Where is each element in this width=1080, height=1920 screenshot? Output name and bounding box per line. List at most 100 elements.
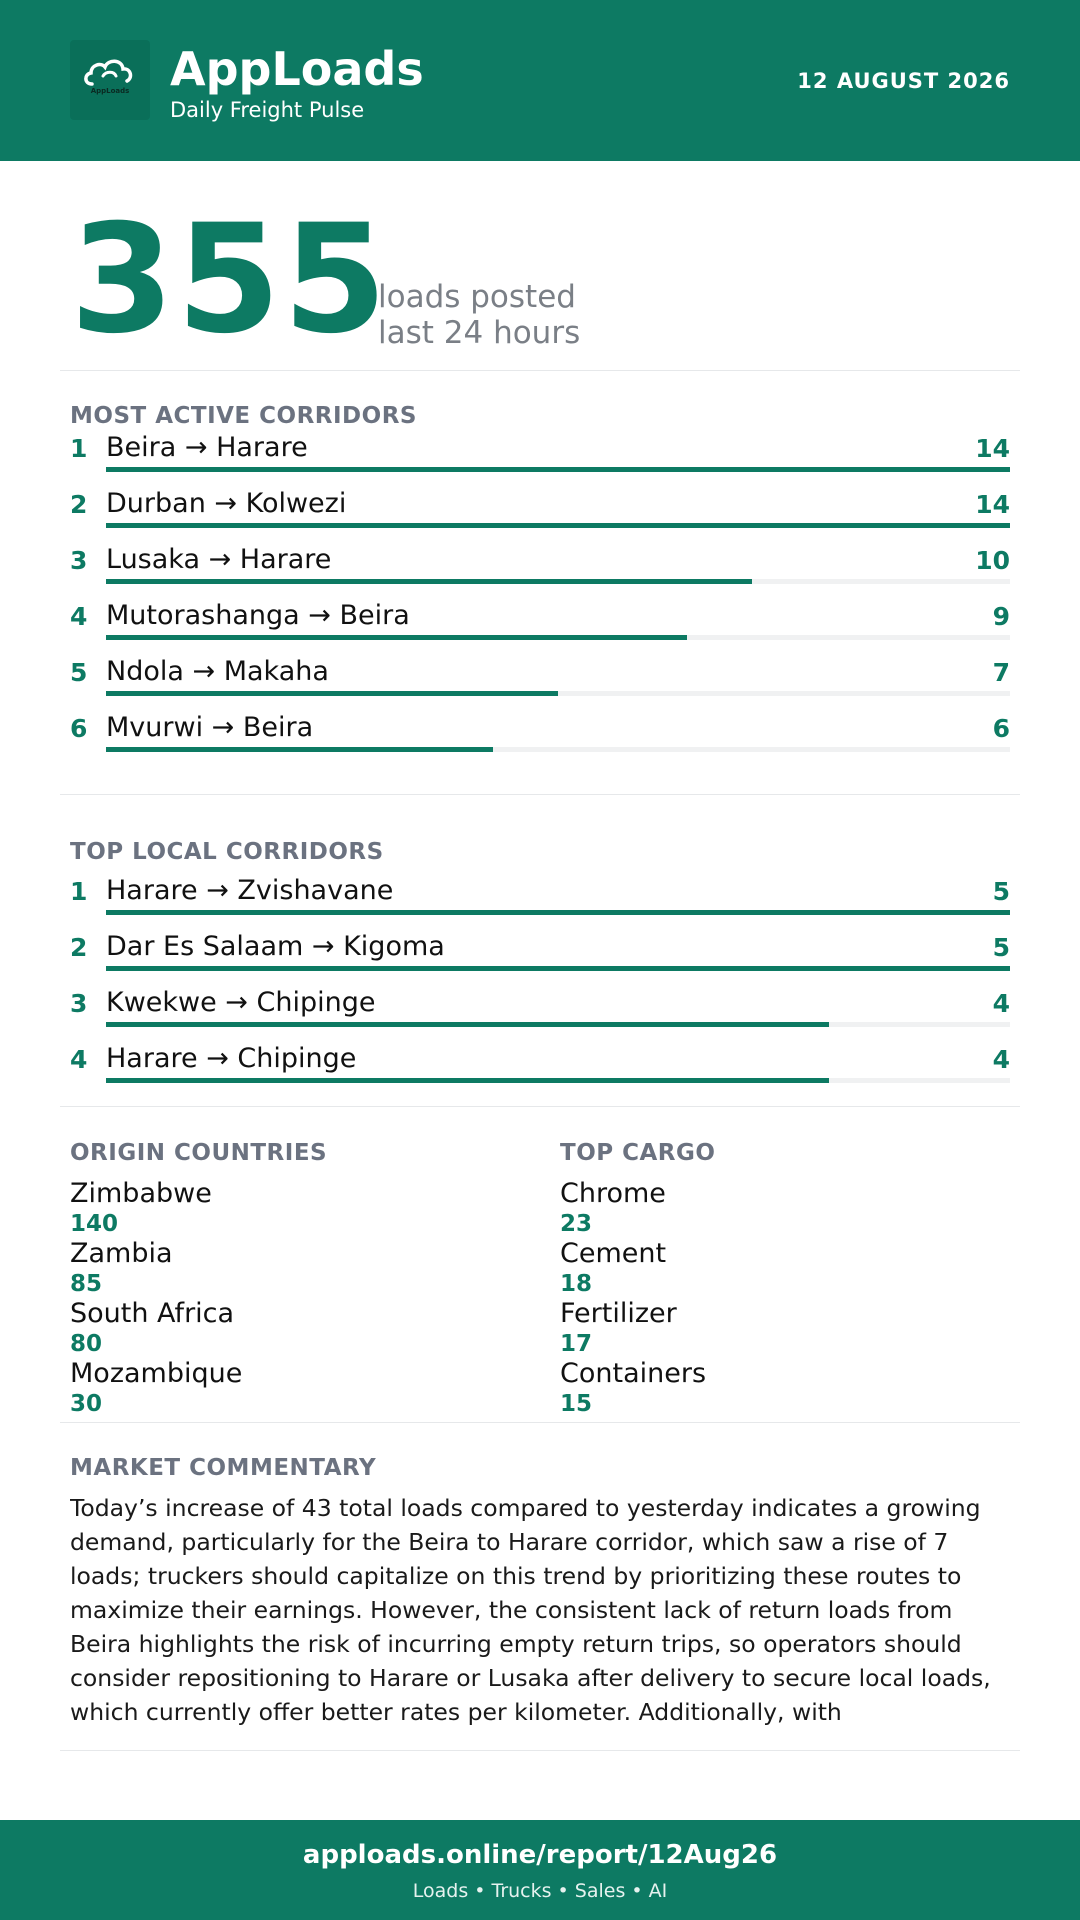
corridor-row[interactable]: 1 Harare → Zvishavane 5	[70, 875, 1010, 935]
report-date: 12 AUGUST 2026	[797, 69, 1010, 93]
corridor-bar-track	[106, 910, 1010, 915]
corridor-bar-track	[106, 467, 1010, 472]
divider	[60, 794, 1020, 795]
cargo-name: Cement	[560, 1238, 667, 1269]
cloud-icon	[84, 59, 133, 86]
commentary-title: MARKET COMMENTARY	[70, 1455, 377, 1481]
country-count: 30	[70, 1391, 103, 1417]
country-count: 140	[70, 1211, 119, 1237]
corridor-bar-track	[106, 523, 1010, 528]
country-name: South Africa	[70, 1298, 235, 1329]
corridor-route: Kwekwe → Chipinge	[106, 987, 376, 1018]
corridor-route: Harare → Zvishavane	[106, 875, 394, 906]
country-name: Mozambique	[70, 1358, 243, 1389]
corridor-rank: 6	[70, 714, 88, 743]
corridor-bar-fill	[106, 691, 558, 696]
corridor-count: 5	[992, 877, 1010, 906]
divider	[60, 1106, 1020, 1107]
corridor-rank: 5	[70, 658, 88, 687]
country-name: Zambia	[70, 1238, 173, 1269]
corridor-row[interactable]: 1 Beira → Harare 14	[70, 434, 1010, 492]
corridor-row[interactable]: 3 Lusaka → Harare 10	[70, 544, 1010, 604]
total-loads-label: loads posted	[378, 279, 576, 315]
corridor-bar-track	[106, 579, 1010, 584]
corridor-route: Mvurwi → Beira	[106, 712, 314, 743]
corridor-bar-track	[106, 966, 1010, 971]
top-cargo-list: Chrome 23 Cement 18 Fertilizer 17 Containers 15	[560, 1180, 1000, 1420]
country-name: Zimbabwe	[70, 1178, 212, 1209]
total-loads-period: last 24 hours	[378, 315, 581, 351]
corridor-count: 7	[992, 658, 1010, 687]
country-count: 80	[70, 1331, 103, 1357]
corridor-bar-track	[106, 747, 1010, 752]
corridor-row[interactable]: 5 Ndola → Makaha 7	[70, 656, 1010, 716]
corridor-rank: 2	[70, 933, 88, 962]
origin-countries-title: ORIGIN COUNTRIES	[70, 1140, 328, 1166]
corridor-count: 5	[992, 933, 1010, 962]
divider	[60, 1750, 1020, 1751]
top-cargo-title: TOP CARGO	[560, 1140, 716, 1166]
corridor-rank: 3	[70, 989, 88, 1018]
corridor-route: Lusaka → Harare	[106, 544, 332, 575]
corridor-bar-fill	[106, 579, 752, 584]
footer-tagline: Loads • Trucks • Sales • AI	[412, 1880, 668, 1902]
header: AppLoads AppLoads Daily Freight Pulse 12…	[0, 0, 1080, 161]
top-local-title: TOP LOCAL CORRIDORS	[70, 839, 384, 865]
cargo-name: Containers	[560, 1358, 707, 1389]
footer: apploads.online/report/12Aug26 Loads • T…	[0, 1820, 1080, 1920]
corridor-bar-fill	[106, 467, 1010, 472]
corridor-rank: 1	[70, 877, 88, 906]
corridor-bar-track	[106, 1022, 1010, 1027]
corridor-rank: 3	[70, 546, 88, 575]
corridor-row[interactable]: 3 Kwekwe → Chipinge 4	[70, 987, 1010, 1047]
corridor-count: 4	[992, 989, 1010, 1018]
logo-text: AppLoads	[90, 87, 130, 95]
most-active-title: MOST ACTIVE CORRIDORS	[70, 403, 417, 429]
corridor-count: 14	[975, 490, 1010, 519]
corridor-count: 9	[992, 602, 1010, 631]
corridor-bar-fill	[106, 966, 1010, 971]
corridor-count: 4	[992, 1045, 1010, 1074]
corridor-count: 10	[975, 546, 1010, 575]
corridor-rank: 2	[70, 490, 88, 519]
corridor-bar-track	[106, 691, 1010, 696]
corridor-route: Ndola → Makaha	[106, 656, 329, 687]
divider	[60, 370, 1020, 371]
cargo-count: 23	[560, 1211, 593, 1237]
report-link[interactable]: apploads.online/report/12Aug26	[302, 1840, 778, 1870]
country-count: 85	[70, 1271, 103, 1297]
corridor-bar-fill	[106, 747, 494, 752]
total-loads-value: 355	[70, 193, 390, 367]
corridor-row[interactable]: 4 Mutorashanga → Beira 9	[70, 600, 1010, 660]
brand-name: AppLoads	[170, 42, 424, 96]
corridor-count: 6	[992, 714, 1010, 743]
corridor-rank: 4	[70, 602, 88, 631]
corridor-row[interactable]: 2 Durban → Kolwezi 14	[70, 488, 1010, 548]
corridor-row[interactable]: 6 Mvurwi → Beira 6	[70, 712, 1010, 772]
brand-tagline: Daily Freight Pulse	[170, 98, 365, 122]
cargo-count: 17	[560, 1331, 593, 1357]
corridor-bar-fill	[106, 523, 1010, 528]
corridor-route: Durban → Kolwezi	[106, 488, 347, 519]
corridor-rank: 4	[70, 1045, 88, 1074]
corridor-route: Mutorashanga → Beira	[106, 600, 410, 631]
cargo-name: Chrome	[560, 1178, 666, 1209]
corridor-row[interactable]: 4 Harare → Chipinge 4	[70, 1043, 1010, 1103]
logo[interactable]: AppLoads	[70, 40, 150, 120]
commentary-text: Today’s increase of 43 total loads compa…	[70, 1494, 991, 1726]
corridor-bar-track	[106, 635, 1010, 640]
corridor-bar-fill	[106, 910, 1010, 915]
cargo-count: 18	[560, 1271, 593, 1297]
corridor-bar-fill	[106, 1022, 830, 1027]
divider	[60, 1422, 1020, 1423]
corridor-route: Harare → Chipinge	[106, 1043, 357, 1074]
cargo-count: 15	[560, 1391, 593, 1417]
corridor-bar-fill	[106, 1078, 830, 1083]
corridor-bar-fill	[106, 635, 688, 640]
corridor-rank: 1	[70, 434, 88, 463]
corridor-route: Dar Es Salaam → Kigoma	[106, 931, 445, 962]
corridor-row[interactable]: 2 Dar Es Salaam → Kigoma 5	[70, 931, 1010, 991]
corridor-bar-track	[106, 1078, 1010, 1083]
corridor-count: 14	[975, 434, 1010, 463]
cargo-name: Fertilizer	[560, 1298, 677, 1329]
